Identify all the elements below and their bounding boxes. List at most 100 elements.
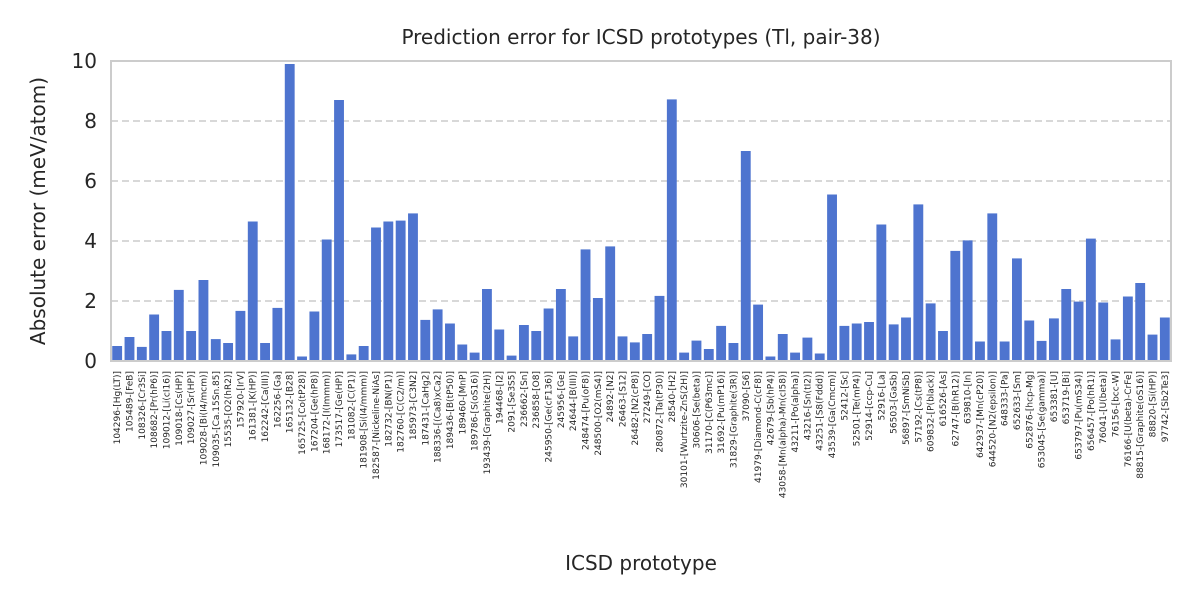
bar [1147, 334, 1158, 361]
bar [716, 325, 727, 361]
bar [260, 343, 270, 361]
x-tick-label: 76166-[U(beta)-CrFe] [1124, 371, 1134, 467]
x-tick-label: 37090-[S6] [742, 371, 752, 421]
bar [901, 317, 911, 361]
x-tick-label: 616526-[As] [939, 371, 949, 426]
bar [827, 194, 837, 361]
x-tick-label: 644520-[N2(epsilon)] [988, 371, 998, 467]
bar [1085, 238, 1096, 361]
bar [592, 298, 603, 361]
x-tick-label: 43251-[S8(Fddd)] [816, 371, 826, 451]
bar [1110, 339, 1121, 361]
x-tick-label: 653045-[Se(gamma)] [1038, 371, 1048, 468]
bar [1135, 283, 1146, 361]
x-tick-label: 108682-[Pr(hP6)] [150, 371, 160, 448]
x-tick-label: 168172-[I(Immm)] [323, 371, 333, 454]
x-tick-label: 162256-[Ga] [273, 371, 283, 428]
bar [284, 64, 295, 361]
x-tick-label: 41979-[Diamond-C(cF8)] [754, 371, 764, 483]
bar [432, 309, 443, 361]
bar [1061, 289, 1072, 361]
bar [777, 334, 788, 361]
x-tick-label: 62747-[B(hR12)] [951, 371, 961, 447]
x-tick-labels: 104296-[Hg(LT)] 105489-[FeB] 108326-[Cr3Si… [113, 371, 1171, 498]
x-tick-label: 656457-[Po(hR1)] [1087, 371, 1097, 451]
x-tick-label: 185973-[C3N2] [409, 371, 419, 440]
bar [654, 295, 665, 361]
bars [112, 64, 1170, 362]
x-tick-label: 43211-[Po(alpha)] [791, 371, 801, 452]
x-tick-label: 280872-[Ta(tP30)] [655, 371, 665, 453]
x-tick-label: 182732-[BN(P1)] [384, 371, 394, 447]
bar [149, 314, 160, 361]
chart-title: Prediction error for ICSD prototypes (Tl… [401, 25, 880, 49]
bar [814, 353, 825, 361]
bar [1012, 258, 1022, 361]
x-tick-label: 648333-[Pa] [1001, 371, 1011, 426]
x-tick-label: 182760-[C(C2/m)] [397, 371, 407, 453]
x-tick-label: 24644-[B(III)] [569, 371, 579, 431]
x-tick-label: 31692-[Pu(mP16)] [717, 371, 727, 454]
x-tick-label: 27249-[CO] [643, 371, 653, 423]
x-tick-label: 652633-[Sm] [1013, 371, 1023, 430]
bar [482, 289, 492, 361]
bar [691, 340, 702, 361]
x-tick-label: 43058-[Mn(alpha)-Mn(cI58)] [779, 371, 789, 498]
bar [987, 213, 998, 361]
x-tick-label: 42679-[Sb(hP4)] [766, 371, 776, 445]
bar [518, 325, 529, 361]
bar [445, 323, 455, 361]
bar [1048, 318, 1059, 361]
bar [839, 325, 850, 361]
x-tick-label: 2091-[Se3S5] [508, 371, 518, 433]
bar [605, 246, 616, 361]
bar [1159, 317, 1170, 361]
bar [112, 346, 123, 361]
x-tick-label: 109027-[Sr(HP)] [187, 371, 197, 444]
bar [309, 311, 320, 361]
bar [888, 324, 899, 361]
bar [999, 341, 1010, 361]
bar [210, 339, 221, 361]
bar [1073, 301, 1084, 361]
x-tick-label: 43539-[Ga(Cmcm)] [828, 371, 838, 458]
bar [753, 304, 764, 361]
bar [1024, 320, 1035, 361]
bar [802, 337, 813, 361]
y-tick-label: 6 [84, 169, 97, 193]
x-tick-label: 642937-[Mn(cP20)] [976, 371, 986, 458]
bar [962, 240, 973, 361]
x-tick-label: 52412-[Sc] [840, 371, 850, 421]
bar [124, 337, 135, 361]
bar [851, 323, 862, 361]
y-tick-label: 8 [84, 109, 97, 133]
y-tick-label: 2 [84, 289, 97, 313]
x-tick-label: 31829-[Graphite(3R)] [729, 371, 739, 468]
x-tick-label: 248500-[O2(mS4)] [594, 371, 604, 456]
x-tick-label: 193439-[Graphite(2H)] [483, 371, 493, 474]
x-tick-label: 57192-[Cs(tP8)] [914, 371, 924, 443]
x-tick-label: 24892-[N2] [606, 371, 616, 422]
x-tick-label: 653719-[Bi] [1062, 371, 1072, 424]
bar [1036, 340, 1047, 361]
bar [679, 352, 690, 361]
x-tick-label: 165132-[B28] [286, 371, 296, 433]
bar [358, 346, 369, 361]
bar [136, 346, 147, 361]
bar [666, 99, 677, 362]
bar [457, 344, 468, 361]
bar [531, 331, 542, 361]
x-axis-label: ICSD prototype [565, 551, 717, 575]
x-tick-label: 26482-[N2(cP8)] [631, 371, 641, 445]
x-tick-label: 28540-[H2] [668, 371, 678, 422]
x-tick-label: 189786-[S(oS16)] [471, 371, 481, 451]
x-tick-label: 31170-[C(P63mc)] [705, 371, 715, 454]
bar [334, 100, 344, 361]
x-tick-label: 76156-[bcc-W] [1112, 371, 1122, 437]
x-tick-label: 88820-[Si(HP)] [1149, 371, 1159, 437]
x-tick-label: 248474-[Pu(oF8)] [582, 371, 592, 450]
x-tick-label: 653381-[U] [1050, 371, 1060, 422]
bar [913, 204, 924, 361]
bar [161, 331, 172, 361]
